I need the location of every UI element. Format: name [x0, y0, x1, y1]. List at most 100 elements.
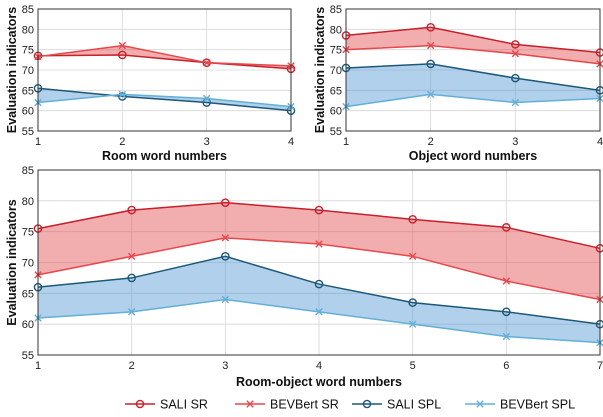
- x-tick-label: 2: [129, 360, 135, 372]
- data-point-bevbert-spl: [127, 308, 136, 316]
- legend-label-bevbert-spl: BEVBert SPL: [500, 398, 575, 412]
- x-tick-label: 6: [503, 360, 509, 372]
- y-tick-label: 70: [22, 258, 34, 270]
- legend-marker-sali-spl: [362, 399, 372, 409]
- x-tick-label: 4: [597, 136, 603, 148]
- chart-object: 55 60 65 70 75 80 85 1 2 3 4 Object word numbers Eva…: [313, 4, 603, 163]
- data-point-bevbert-sr: [426, 41, 435, 50]
- data-point-sali-spl: [511, 73, 520, 83]
- data-point-sali-sr: [314, 205, 324, 215]
- axes-frame: [345, 8, 601, 132]
- data-point-sali-sr: [221, 198, 230, 207]
- data-point-bevbert-spl: [221, 295, 230, 304]
- y-tick-label: 80: [330, 24, 342, 36]
- legend-label-sali-sr: SALI SR: [160, 398, 208, 412]
- legend: SALI SR BEVBert SR SALI SPL BEVBert SPL: [125, 398, 575, 412]
- data-point-sali-spl: [502, 307, 511, 317]
- data-point-bevbert-sr: [118, 41, 127, 50]
- x-axis-label: Room-object word numbers: [236, 375, 402, 389]
- data-point-sali-sr: [408, 215, 417, 224]
- legend-marker-sali-sr: [135, 399, 145, 409]
- y-tick-label: 55: [330, 126, 342, 138]
- legend-marker-bevbert-sr: [246, 400, 254, 408]
- data-point-sali-spl: [118, 92, 127, 101]
- series-line-bevbert-spl: [37, 93, 292, 108]
- y-tick-label: 60: [22, 319, 34, 331]
- x-tick-label: 3: [512, 136, 518, 148]
- series-line-bevbert-spl: [345, 93, 601, 108]
- series-line-sali-sr: [37, 201, 601, 250]
- data-point-sali-spl: [314, 279, 324, 289]
- data-point-bevbert-spl: [118, 90, 127, 99]
- x-tick-label: 2: [428, 136, 434, 148]
- data-point-bevbert-sr: [315, 240, 323, 248]
- data-point-bevbert-spl: [315, 308, 323, 316]
- series-line-sali-sr: [345, 26, 601, 54]
- x-tick-label: 7: [597, 360, 603, 372]
- axes-frame: [37, 8, 292, 132]
- data-point-bevbert-sr: [127, 252, 136, 261]
- data-point-sali-sr: [502, 223, 511, 232]
- y-tick-label: 80: [22, 24, 34, 36]
- x-axis-label: Object word numbers: [409, 149, 538, 163]
- data-point-bevbert-sr: [502, 277, 511, 285]
- y-tick-label: 85: [22, 4, 34, 16]
- x-tick-label: 1: [35, 136, 41, 148]
- y-tick-label: 75: [330, 45, 342, 57]
- band-bevbert-sr-sali-sr: [38, 45, 291, 69]
- legend-label-bevbert-sr: BEVBert SR: [270, 398, 339, 412]
- y-tick-label: 65: [22, 85, 34, 97]
- band-sali-sr-bevbert-sr: [346, 27, 600, 64]
- y-tick-label: 65: [330, 85, 342, 97]
- y-axis-label: Evaluation indicators: [313, 7, 327, 133]
- data-point-bevbert-sr: [202, 58, 211, 67]
- x-tick-label: 3: [204, 136, 210, 148]
- y-tick-label: 70: [22, 65, 34, 77]
- x-tick-label: 4: [316, 360, 322, 372]
- y-tick-label: 70: [330, 65, 342, 77]
- y-tick-label: 85: [330, 4, 342, 16]
- y-tick-label: 65: [22, 288, 34, 300]
- data-point-bevbert-spl: [511, 98, 520, 107]
- x-tick-label: 3: [222, 360, 228, 372]
- y-tick-label: 55: [22, 350, 34, 362]
- band-sali-sr-bevbert-sr: [38, 202, 600, 300]
- y-tick-label: 60: [330, 106, 342, 118]
- data-point-sali-spl: [426, 59, 435, 69]
- series-line-sali-spl: [37, 87, 292, 112]
- data-point-bevbert-sr: [221, 234, 230, 242]
- series-line-bevbert-sr: [345, 44, 601, 65]
- band-sali-spl-bevbert-spl: [38, 256, 600, 343]
- data-point-bevbert-spl: [426, 90, 435, 99]
- y-tick-label: 80: [22, 196, 34, 208]
- axes-frame: [37, 169, 601, 356]
- x-axis-label: Room word numbers: [102, 149, 227, 163]
- data-point-sali-spl: [221, 252, 230, 261]
- data-point-bevbert-sr: [511, 50, 520, 58]
- data-point-bevbert-spl: [408, 320, 417, 328]
- legend-marker-bevbert-spl: [476, 400, 484, 408]
- y-axis-label: Evaluation indicators: [5, 199, 19, 325]
- data-point-sali-spl: [408, 298, 417, 307]
- x-tick-label: 1: [35, 360, 41, 372]
- data-point-sali-spl: [127, 273, 136, 283]
- y-tick-label: 75: [22, 227, 34, 239]
- legend-label-sali-spl: SALI SPL: [387, 398, 441, 412]
- band-sali-spl-bevbert-spl: [346, 63, 600, 107]
- y-tick-label: 85: [22, 165, 34, 177]
- series-line-bevbert-sr: [37, 44, 292, 67]
- x-tick-label: 1: [343, 136, 349, 148]
- series-line-sali-spl: [345, 63, 601, 92]
- series-line-sali-spl: [37, 255, 601, 325]
- series-line-sali-sr: [37, 54, 292, 70]
- data-point-sali-sr: [426, 22, 435, 32]
- x-tick-label: 5: [410, 360, 416, 372]
- data-point-bevbert-spl: [202, 94, 211, 103]
- x-tick-label: 2: [119, 136, 125, 148]
- data-point-sali-sr: [511, 40, 520, 49]
- y-tick-label: 60: [22, 106, 34, 118]
- chart-room-object: 55 60 65 70 75 80 85 1 2 3 4 5 6 7 Room-object word nu…: [5, 165, 603, 389]
- chart-room: 55 60 65 70 75 80 85 1 2 3 4 Room word numbers Evalu…: [5, 4, 296, 163]
- x-tick-label: 4: [288, 136, 294, 148]
